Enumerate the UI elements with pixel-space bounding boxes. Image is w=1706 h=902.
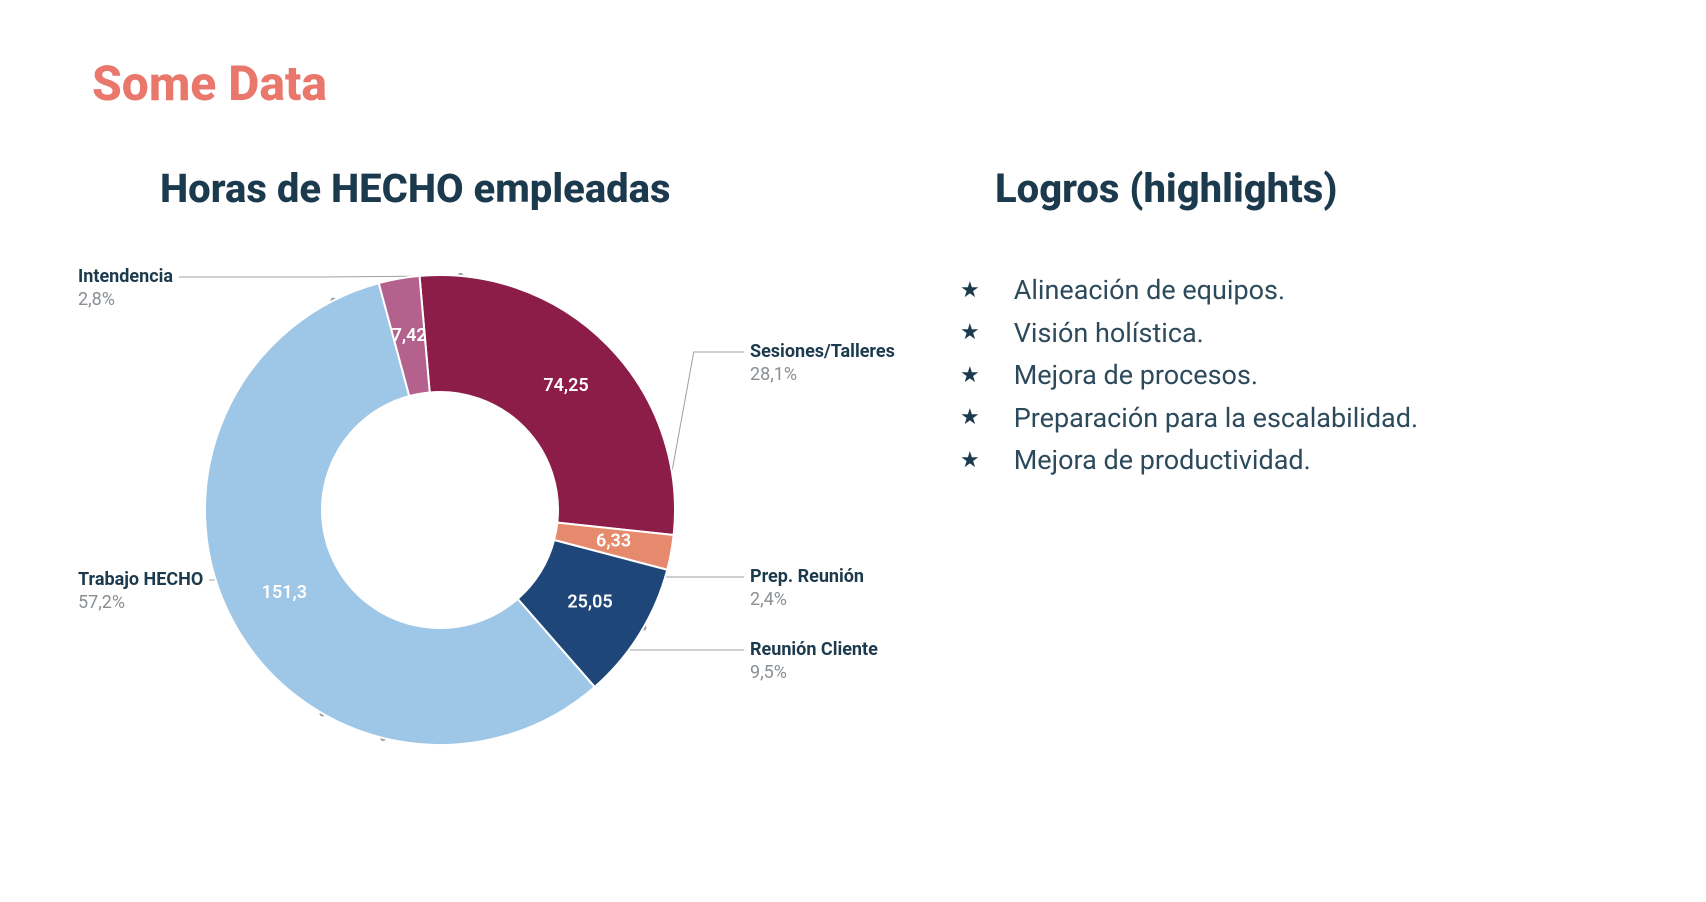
star-icon: ★ — [960, 359, 980, 392]
callout-sesiones: Sesiones/Talleres 28,1% — [750, 340, 895, 387]
list-item-text: Preparación para la escalabilidad. — [1014, 398, 1418, 439]
callout-pct: 2,4% — [750, 588, 864, 611]
callout-trabajo: Trabajo HECHO 57,2% — [78, 568, 203, 615]
list-item: ★ Mejora de productividad. — [960, 440, 1418, 481]
slice-value-intendencia: 7,42 — [392, 325, 427, 346]
highlights-title: Logros (highlights) — [995, 165, 1337, 212]
star-icon: ★ — [960, 401, 980, 434]
callout-pct: 28,1% — [750, 363, 895, 386]
callout-pct: 9,5% — [750, 661, 878, 684]
callout-label: Intendencia — [78, 265, 173, 288]
slice-value-sesiones: 74,25 — [543, 375, 588, 396]
slice-value-reunion: 25,05 — [567, 592, 612, 613]
star-icon: ★ — [960, 444, 980, 477]
callout-pct: 2,8% — [78, 288, 173, 311]
callout-label: Trabajo HECHO — [78, 568, 203, 591]
star-icon: ★ — [960, 316, 980, 349]
callout-reunion: Reunión Cliente 9,5% — [750, 638, 878, 685]
star-icon: ★ — [960, 274, 980, 307]
chart-title: Horas de HECHO empleadas — [160, 165, 671, 212]
callout-prep: Prep. Reunión 2,4% — [750, 565, 864, 612]
donut-chart: 74,25 6,33 25,05 151,3 7,42 Sesiones/Tallere… — [70, 250, 900, 810]
slice-value-prep: 6,33 — [596, 531, 631, 552]
list-item-text: Mejora de procesos. — [1014, 355, 1258, 396]
page-title: Some Data — [92, 55, 327, 112]
list-item: ★ Mejora de procesos. — [960, 355, 1418, 396]
donut-svg: 74,25 6,33 25,05 151,3 7,42 — [70, 250, 900, 810]
list-item-text: Mejora de productividad. — [1014, 440, 1311, 481]
list-item: ★ Visión holística. — [960, 313, 1418, 354]
callout-label: Sesiones/Talleres — [750, 340, 895, 363]
callout-label: Prep. Reunión — [750, 565, 864, 588]
donut-slice-sesiones — [420, 275, 675, 535]
callout-label: Reunión Cliente — [750, 638, 878, 661]
callout-pct: 57,2% — [78, 591, 203, 614]
list-item-text: Alineación de equipos. — [1014, 270, 1285, 311]
list-item: ★ Alineación de equipos. — [960, 270, 1418, 311]
slice-value-trabajo: 151,3 — [262, 582, 307, 603]
list-item: ★ Preparación para la escalabilidad. — [960, 398, 1418, 439]
highlights-list: ★ Alineación de equipos. ★ Visión holíst… — [960, 270, 1418, 483]
callout-intendencia: Intendencia 2,8% — [78, 265, 173, 312]
list-item-text: Visión holística. — [1014, 313, 1204, 354]
